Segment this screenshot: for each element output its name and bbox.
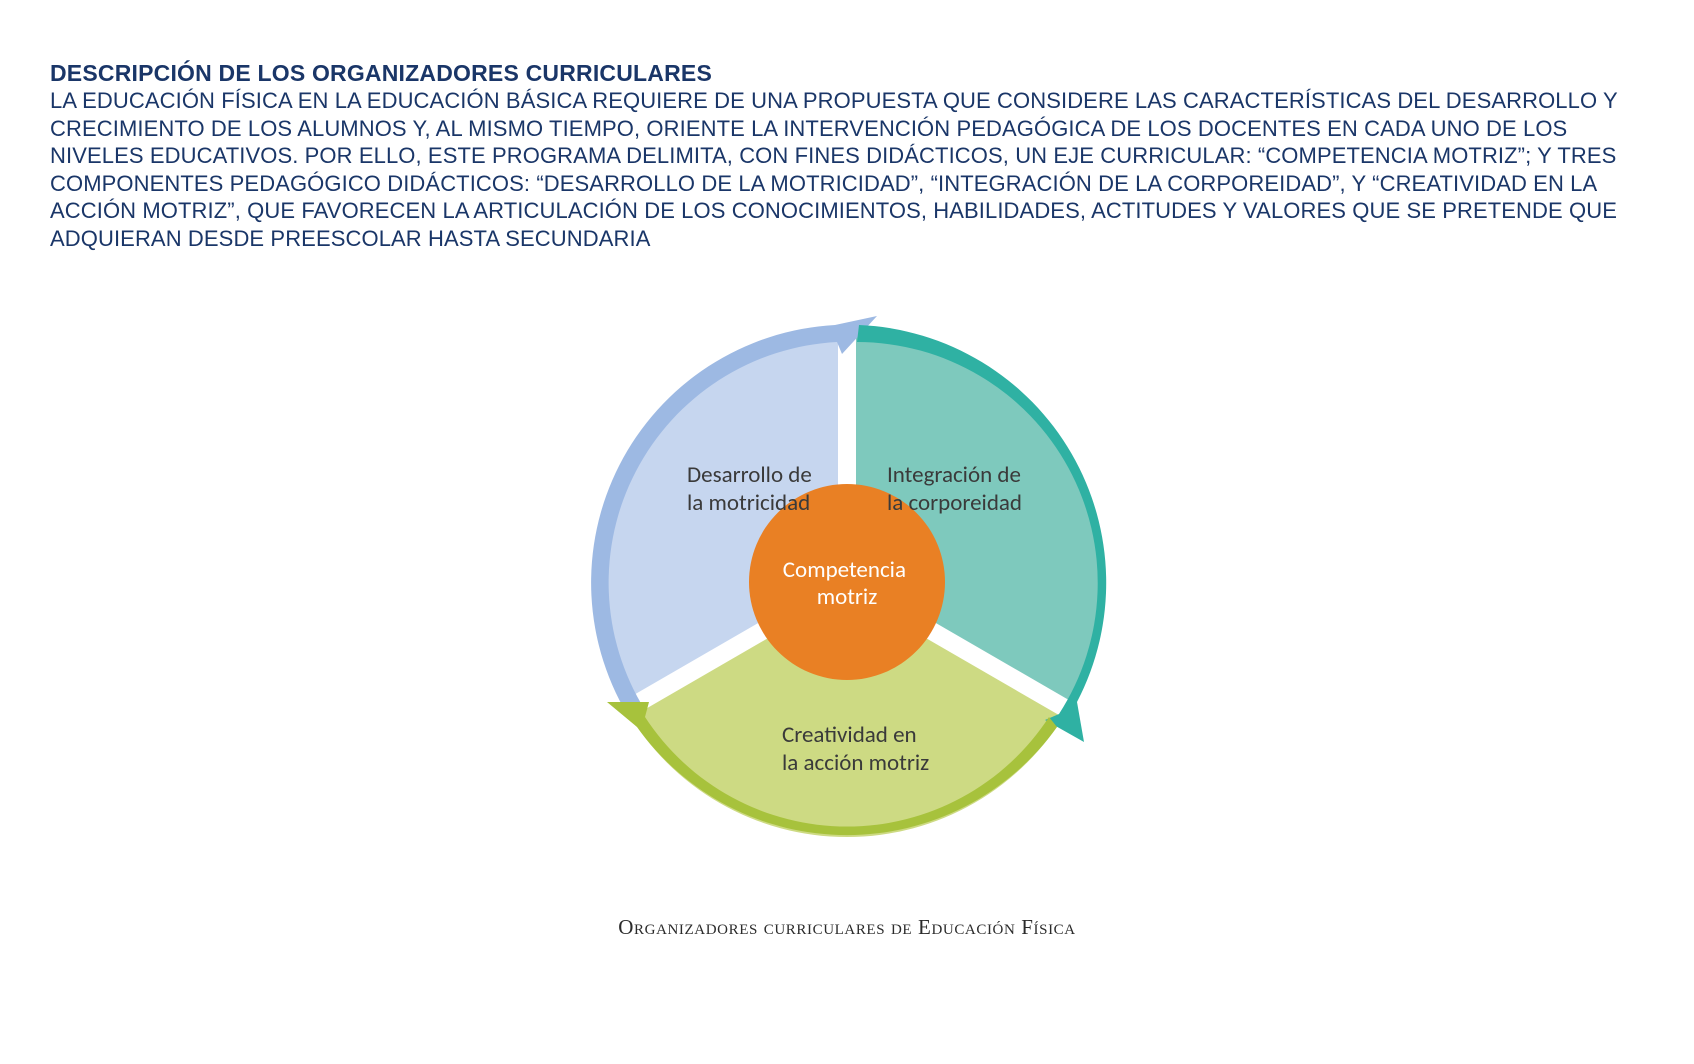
diagram-caption: Organizadores curriculares de Educación … [537, 915, 1157, 940]
label-bottom: Creatividad en la acción motriz [782, 721, 929, 777]
body-paragraph: LA EDUCACIÓN FÍSICA EN LA EDUCACIÓN BÁSI… [50, 87, 1644, 252]
diagram-container: Desarrollo de la motricidad Integración … [50, 272, 1644, 940]
label-top-left: Desarrollo de la motricidad [687, 461, 817, 517]
label-top-right: Integración de la corporeidad [887, 461, 1026, 517]
cycle-svg: Desarrollo de la motricidad Integración … [537, 272, 1157, 892]
cycle-diagram: Desarrollo de la motricidad Integración … [537, 272, 1157, 940]
page-title: DESCRIPCIÓN DE LOS ORGANIZADORES CURRICU… [50, 60, 1644, 87]
